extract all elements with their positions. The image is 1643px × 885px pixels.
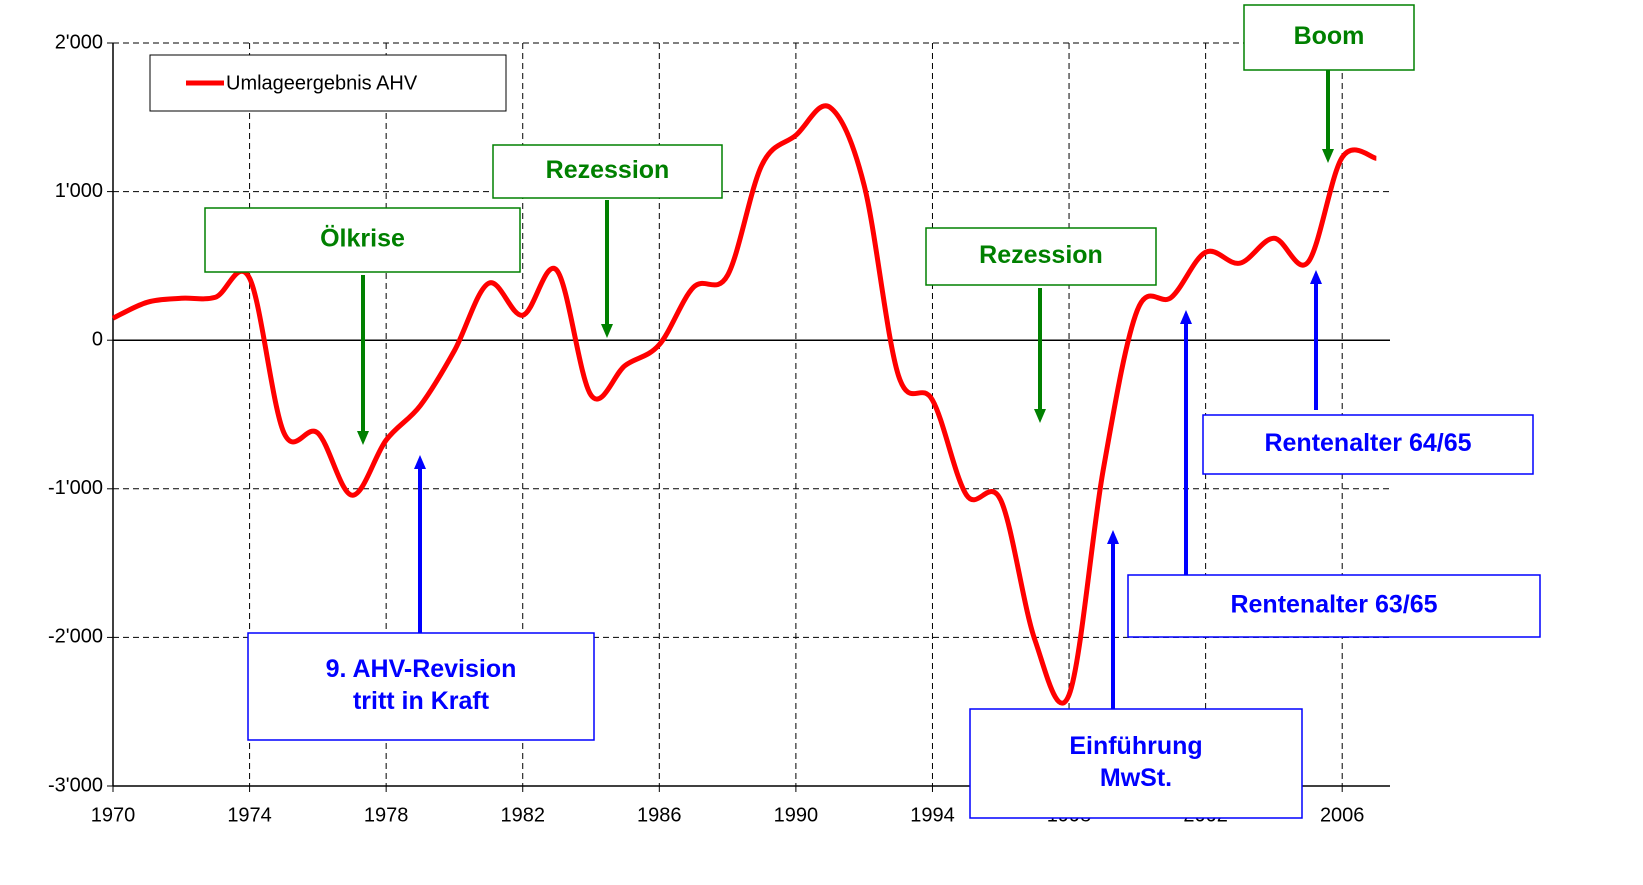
annotation-text: Rezession xyxy=(979,241,1103,269)
annotation-arrowhead xyxy=(1180,310,1192,324)
x-tick-label: 1970 xyxy=(91,804,136,826)
annotation-text: Boom xyxy=(1294,22,1365,50)
annotation-arrowhead xyxy=(1310,270,1322,284)
annotation-box xyxy=(969,708,1303,819)
annotation-text: 9. AHV-Revision xyxy=(326,655,517,683)
annotation-arrowhead xyxy=(1034,409,1046,423)
y-tick-label: -2'000 xyxy=(48,626,103,648)
annotation-box xyxy=(1202,414,1534,475)
annotation-arrowhead xyxy=(357,431,369,445)
annotation-arrowhead xyxy=(601,324,613,338)
annotation-text: Rezession xyxy=(546,156,670,184)
y-tick-label: 1'000 xyxy=(55,180,103,202)
x-tick-label: 1990 xyxy=(774,804,819,826)
annotation-arrowhead xyxy=(1107,530,1119,544)
series-line xyxy=(111,103,1378,706)
y-tick-label: 2'000 xyxy=(55,31,103,53)
annotation-arrowhead xyxy=(1322,149,1334,163)
x-tick-label: 1974 xyxy=(227,804,272,826)
annotation-text: tritt in Kraft xyxy=(353,687,490,715)
x-tick-label: 2006 xyxy=(1320,804,1365,826)
y-tick-label: 0 xyxy=(92,328,103,350)
annotation-box xyxy=(204,207,521,273)
annotation-box xyxy=(492,144,723,199)
x-tick-label: 1986 xyxy=(637,804,682,826)
y-tick-label: -1'000 xyxy=(48,477,103,499)
y-tick-label: -3'000 xyxy=(48,774,103,796)
annotation-text: MwSt. xyxy=(1100,764,1172,792)
x-tick-label: 1978 xyxy=(364,804,409,826)
x-tick-label: 1982 xyxy=(500,804,545,826)
annotation-text: Rentenalter 64/65 xyxy=(1264,429,1471,457)
legend-label: Umlageergebnis AHV xyxy=(226,72,418,94)
annotation-box xyxy=(247,632,595,741)
annotation-text: Rentenalter 63/65 xyxy=(1230,591,1437,619)
annotation-box xyxy=(925,227,1157,286)
annotation-text: Einführung xyxy=(1069,732,1202,760)
annotation-arrowhead xyxy=(414,455,426,469)
annotation-text: Ölkrise xyxy=(320,224,405,253)
annotation-box xyxy=(1243,4,1415,71)
x-tick-label: 1994 xyxy=(910,804,955,826)
annotation-box xyxy=(1127,574,1541,638)
